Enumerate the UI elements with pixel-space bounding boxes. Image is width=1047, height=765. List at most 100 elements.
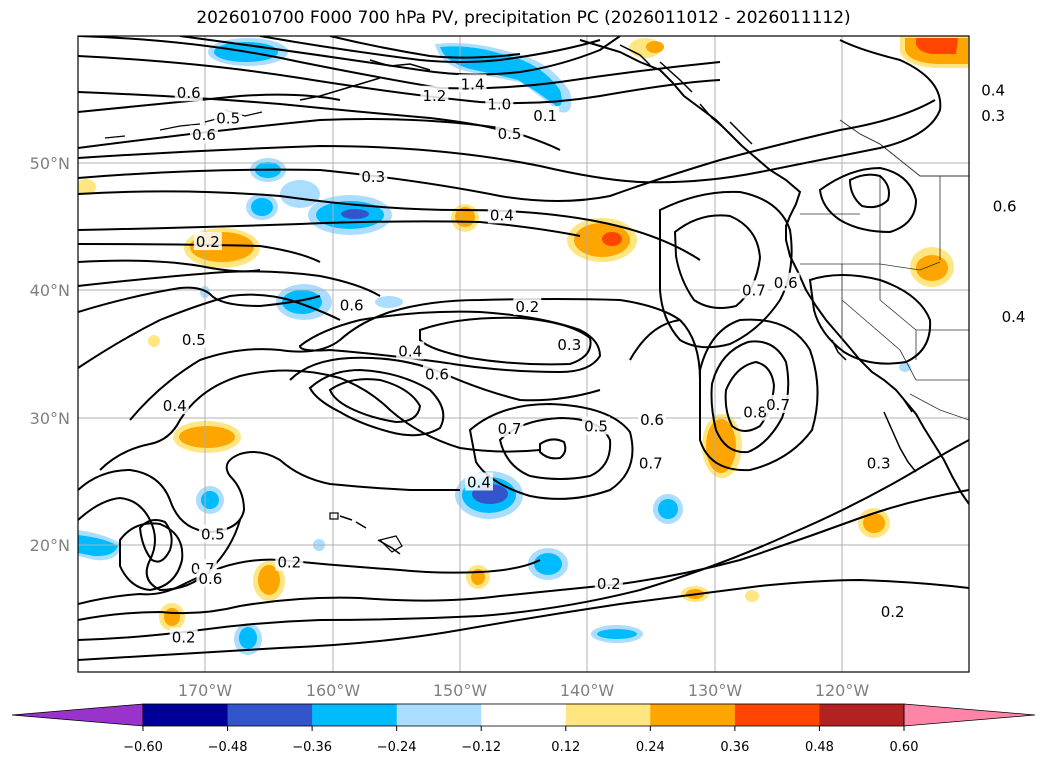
contour-label: 0.2 <box>881 603 905 621</box>
contour-label-bg <box>594 574 623 593</box>
contour-label-bg <box>169 627 198 646</box>
contour-label-bg <box>174 83 203 102</box>
colorbar-tick-label: −0.48 <box>208 740 248 755</box>
contour-label-bg <box>198 524 227 543</box>
contour-label: 0.2 <box>597 575 621 593</box>
colorbar-tick-label: 0.36 <box>720 740 749 755</box>
contour-label-bg <box>458 74 487 93</box>
contour-label-bg <box>337 295 366 314</box>
contour-label: 0.2 <box>172 629 196 647</box>
contour-label: 0.6 <box>425 365 449 383</box>
lon-label-120w: 120°W <box>815 681 870 700</box>
colorbar-tick-label: −0.60 <box>123 740 163 755</box>
contour-label-bg <box>990 196 1019 215</box>
contour-label: 0.4 <box>981 82 1005 100</box>
contour-label-bg <box>741 402 770 421</box>
contour-label: 0.2 <box>277 554 301 572</box>
lat-label-50: 50°N <box>30 154 70 173</box>
contour-label-bg <box>555 335 584 354</box>
colorbar-frame <box>142 703 905 727</box>
contour-label-bg <box>464 472 493 491</box>
contour-label: 1.0 <box>487 96 511 114</box>
contour-label-bg <box>636 453 665 472</box>
contour-label: 0.5 <box>498 125 522 143</box>
contour-label-bg <box>193 232 222 251</box>
contour-label-bg <box>160 396 189 415</box>
contour-label-bg <box>531 106 560 125</box>
contour-label: 0.2 <box>515 298 539 316</box>
contour-label-bg <box>771 272 800 291</box>
lon-label-150w: 150°W <box>433 681 488 700</box>
contour-label-bg <box>878 602 907 621</box>
colorbar: −0.60 −0.48 −0.36 −0.24 −0.12 0.12 0.24 0.36 0.4… <box>11 703 1036 755</box>
contour-label: 0.5 <box>216 110 240 128</box>
contour-label: 0.3 <box>867 454 891 472</box>
contour-label-bg <box>179 330 208 349</box>
contour-label: 1.4 <box>461 75 485 93</box>
contour-label: 0.6 <box>640 411 664 429</box>
colorbar-tick-label: −0.36 <box>292 740 332 755</box>
colorbar-extend-high <box>903 703 1036 727</box>
contour-label: 0.6 <box>774 274 798 292</box>
lon-label-170w: 170°W <box>178 681 233 700</box>
contour-label: 0.7 <box>498 420 522 438</box>
lon-label-160w: 160°W <box>306 681 361 700</box>
contour-label-bg <box>487 205 516 224</box>
contour-label-bg <box>513 296 542 315</box>
lon-label-130w: 130°W <box>688 681 743 700</box>
colorbar-tick-label: 0.12 <box>551 740 580 755</box>
lat-label-20: 20°N <box>30 536 70 555</box>
contour-label: 0.6 <box>198 570 222 588</box>
contour-label-bg <box>422 364 451 383</box>
colorbar-extend-low <box>11 703 144 727</box>
contour-label: 0.4 <box>1002 308 1026 326</box>
colorbar-segment <box>227 704 313 726</box>
lat-label-40: 40°N <box>30 281 70 300</box>
plot-title: 2026010700 F000 700 hPa PV, precipitatio… <box>196 8 851 28</box>
contour-label: 0.4 <box>398 342 422 360</box>
colorbar-segment <box>396 704 482 726</box>
contour-label: 0.3 <box>981 107 1005 125</box>
contour-label: 0.7 <box>766 396 790 414</box>
contour-label-bg <box>359 167 388 186</box>
contour-label: 0.3 <box>361 168 385 186</box>
contour-label: 0.5 <box>201 526 225 544</box>
contour-label: 0.6 <box>340 297 364 315</box>
contour-label-bg <box>582 416 611 435</box>
contour-label-bg <box>196 569 225 588</box>
colorbar-segment <box>481 704 567 726</box>
lat-label-30: 30°N <box>30 409 70 428</box>
colorbar-segment <box>650 704 736 726</box>
contour-label: 0.8 <box>743 404 767 422</box>
contour-label: 0.7 <box>742 281 766 299</box>
contour-label-bg <box>214 108 243 127</box>
contour-label: 0.4 <box>490 206 514 224</box>
lon-label-140w: 140°W <box>560 681 615 700</box>
contour-label: 0.3 <box>557 336 581 354</box>
colorbar-tick-label: 0.48 <box>805 740 834 755</box>
contour-label: 0.7 <box>639 454 663 472</box>
contour-label-bg <box>979 80 1008 99</box>
contour-label: 0.5 <box>182 331 206 349</box>
colorbar-segment <box>565 704 651 726</box>
colorbar-segment <box>734 704 820 726</box>
contour-label: 1.2 <box>422 87 446 105</box>
contour-label-bg <box>764 394 793 413</box>
contour-label-bg <box>495 419 524 438</box>
contour-label-bg <box>864 453 893 472</box>
contour-label-bg <box>495 123 524 142</box>
contour-label-bg <box>739 280 768 299</box>
longitude-labels: 170°W 160°W 150°W 140°W 130°W 120°W <box>178 681 870 700</box>
contour-labels: 1.41.2 1.00.10.60.50.6 0.50.40.30.30.40.20… <box>160 74 1028 647</box>
contour-label: 0.6 <box>993 197 1017 215</box>
contour-label-bg <box>420 85 449 104</box>
contour-label: 0.4 <box>467 473 491 491</box>
colorbar-tick-label: 0.60 <box>890 740 919 755</box>
colorbar-tick-label: −0.24 <box>377 740 417 755</box>
colorbar-tick-label: −0.12 <box>461 740 501 755</box>
contour-label-bg <box>396 341 425 360</box>
contour-label: 0.6 <box>192 126 216 144</box>
contour-label: 0.1 <box>533 107 557 125</box>
contour-label-bg <box>999 307 1028 326</box>
